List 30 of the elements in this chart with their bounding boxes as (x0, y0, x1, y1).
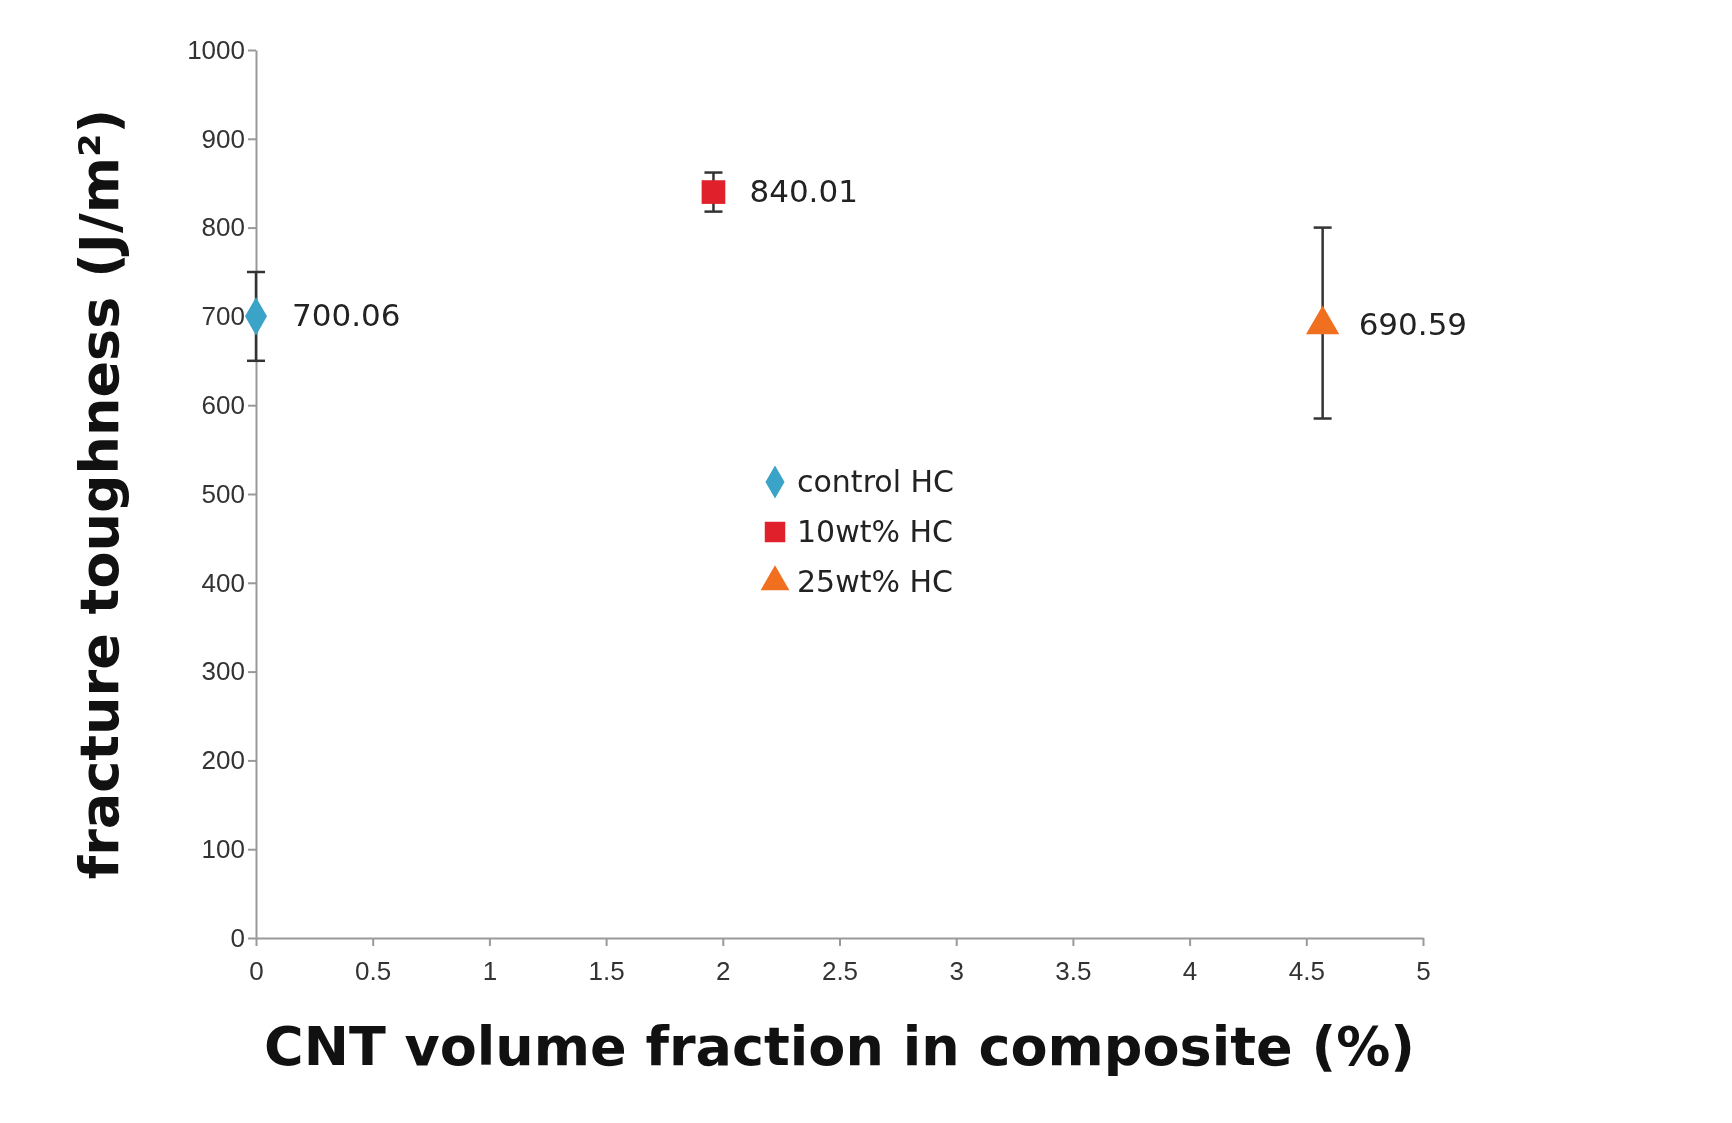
y-tick-label: 0 (230, 922, 245, 953)
data-label: 690.59 (1358, 305, 1468, 342)
x-tick-label: 3.5 (1055, 956, 1092, 987)
x-tick-label: 4.5 (1288, 956, 1325, 987)
x-tick-label: 0 (249, 956, 264, 987)
y-tick-label: 700 (201, 301, 245, 332)
x-tick-label: 5 (1416, 956, 1431, 987)
y-axis-title: fracture toughness (J/m²) (68, 108, 131, 880)
y-tick-label: 800 (201, 212, 245, 243)
y-tick-label: 1000 (187, 34, 245, 65)
y-tick-label: 400 (201, 567, 245, 598)
y-tick-label: 600 (201, 390, 245, 421)
legend-label: control HC (797, 464, 955, 499)
x-tick-label: 1 (482, 956, 498, 987)
legend-label: 25wt% HC (797, 564, 954, 599)
y-tick-label: 100 (201, 834, 245, 865)
y-tick-label: 900 (201, 123, 245, 154)
x-tick-label: 2 (716, 956, 731, 987)
y-tick-label: 200 (201, 745, 245, 776)
x-tick-label: 0.5 (355, 956, 392, 987)
legend-label: 10wt% HC (797, 514, 954, 549)
data-label: 840.01 (749, 173, 858, 210)
y-tick-label: 500 (201, 478, 245, 509)
data-label: 700.06 (292, 297, 401, 334)
x-tick-label: 1.5 (588, 956, 625, 987)
x-tick-label: 2.5 (821, 956, 859, 987)
y-tick-label: 300 (201, 656, 245, 687)
x-tick-label: 4 (1182, 956, 1198, 987)
x-tick-label: 3 (949, 956, 964, 987)
x-axis-title: CNT volume fraction in composite (%) (264, 1015, 1415, 1078)
